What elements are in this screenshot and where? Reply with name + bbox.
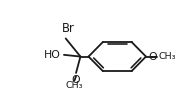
Text: HO: HO — [44, 50, 61, 60]
Text: O: O — [148, 52, 157, 62]
Text: Br: Br — [62, 22, 74, 35]
Text: CH₃: CH₃ — [158, 52, 176, 61]
Text: O: O — [72, 75, 80, 85]
Text: CH₃: CH₃ — [66, 81, 83, 90]
